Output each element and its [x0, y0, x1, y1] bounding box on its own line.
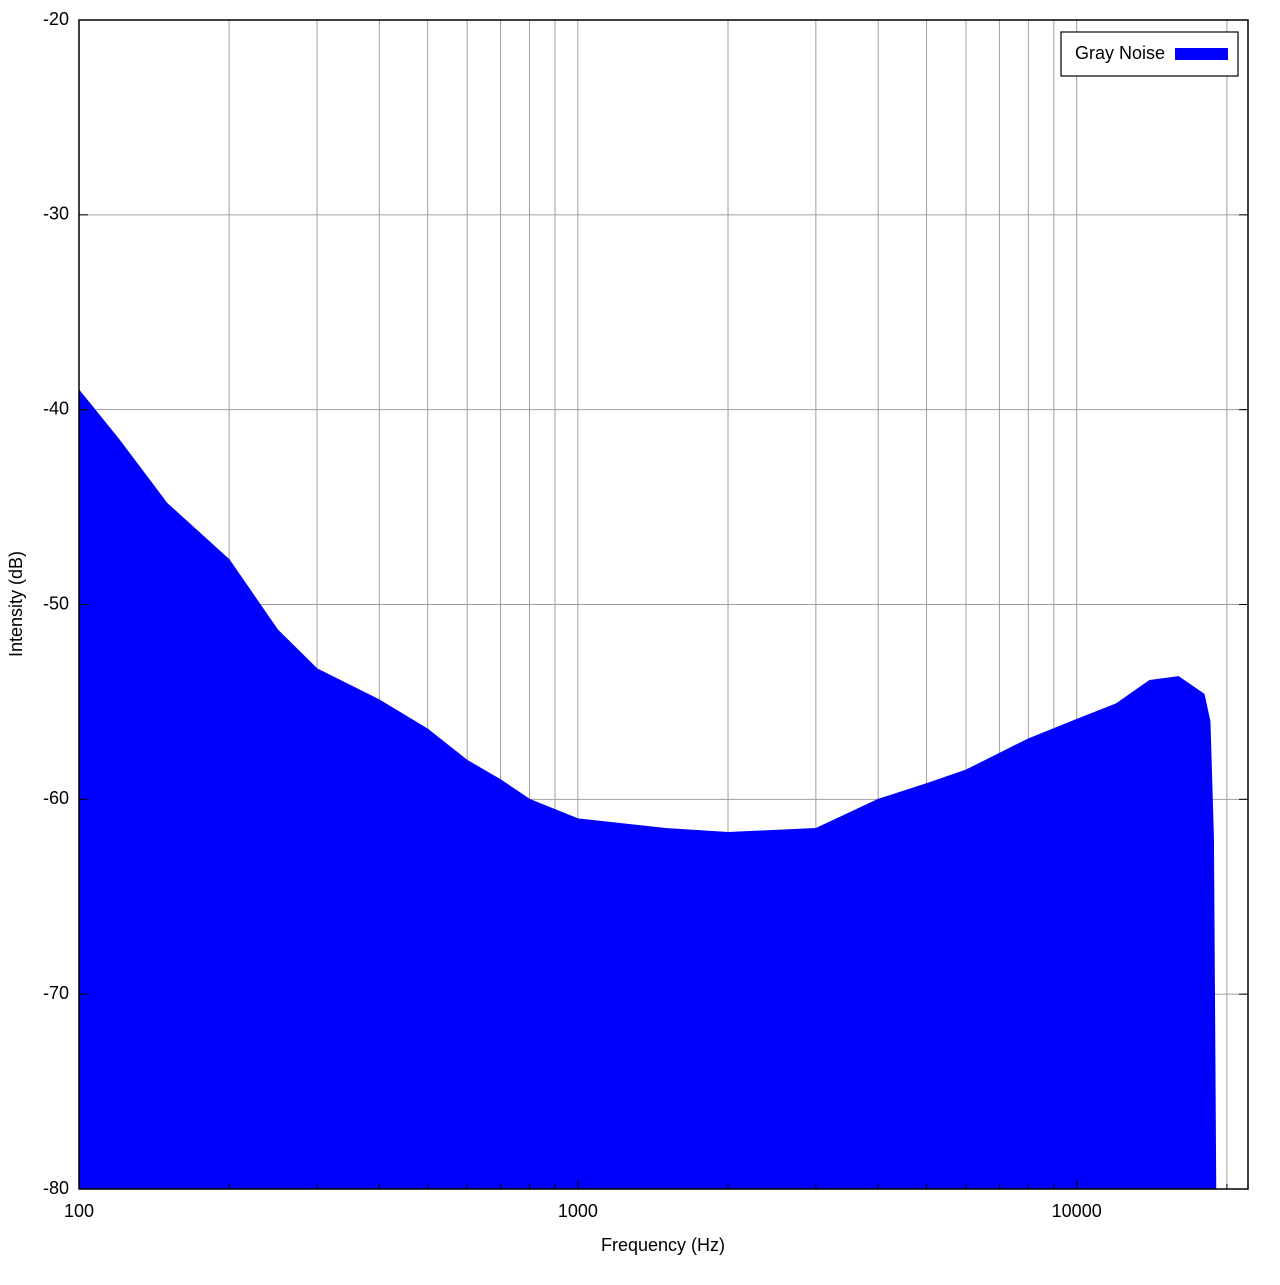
plot-area	[78, 388, 1217, 1190]
y-tick-label: -50	[43, 593, 69, 613]
y-tick-label: -70	[43, 983, 69, 1003]
legend-label: Gray Noise	[1075, 43, 1165, 63]
y-tick-label: -80	[43, 1178, 69, 1198]
x-tick-label: 1000	[558, 1201, 598, 1221]
x-tick-label: 10000	[1052, 1201, 1102, 1221]
y-tick-label: -30	[43, 204, 69, 224]
area	[78, 388, 1217, 1190]
y-tick-label: -20	[43, 9, 69, 29]
x-axis-label: Frequency (Hz)	[601, 1235, 725, 1255]
y-axis-label: Intensity (dB)	[6, 551, 26, 657]
y-tick-label: -60	[43, 788, 69, 808]
legend-swatch	[1175, 48, 1228, 60]
x-tick-label: 100	[64, 1201, 94, 1221]
axes: -80 -70 -60 -50 -40 -30 -20 100 1000 10000 Gray No…	[43, 9, 1248, 1221]
y-tick-label: -40	[43, 398, 69, 418]
